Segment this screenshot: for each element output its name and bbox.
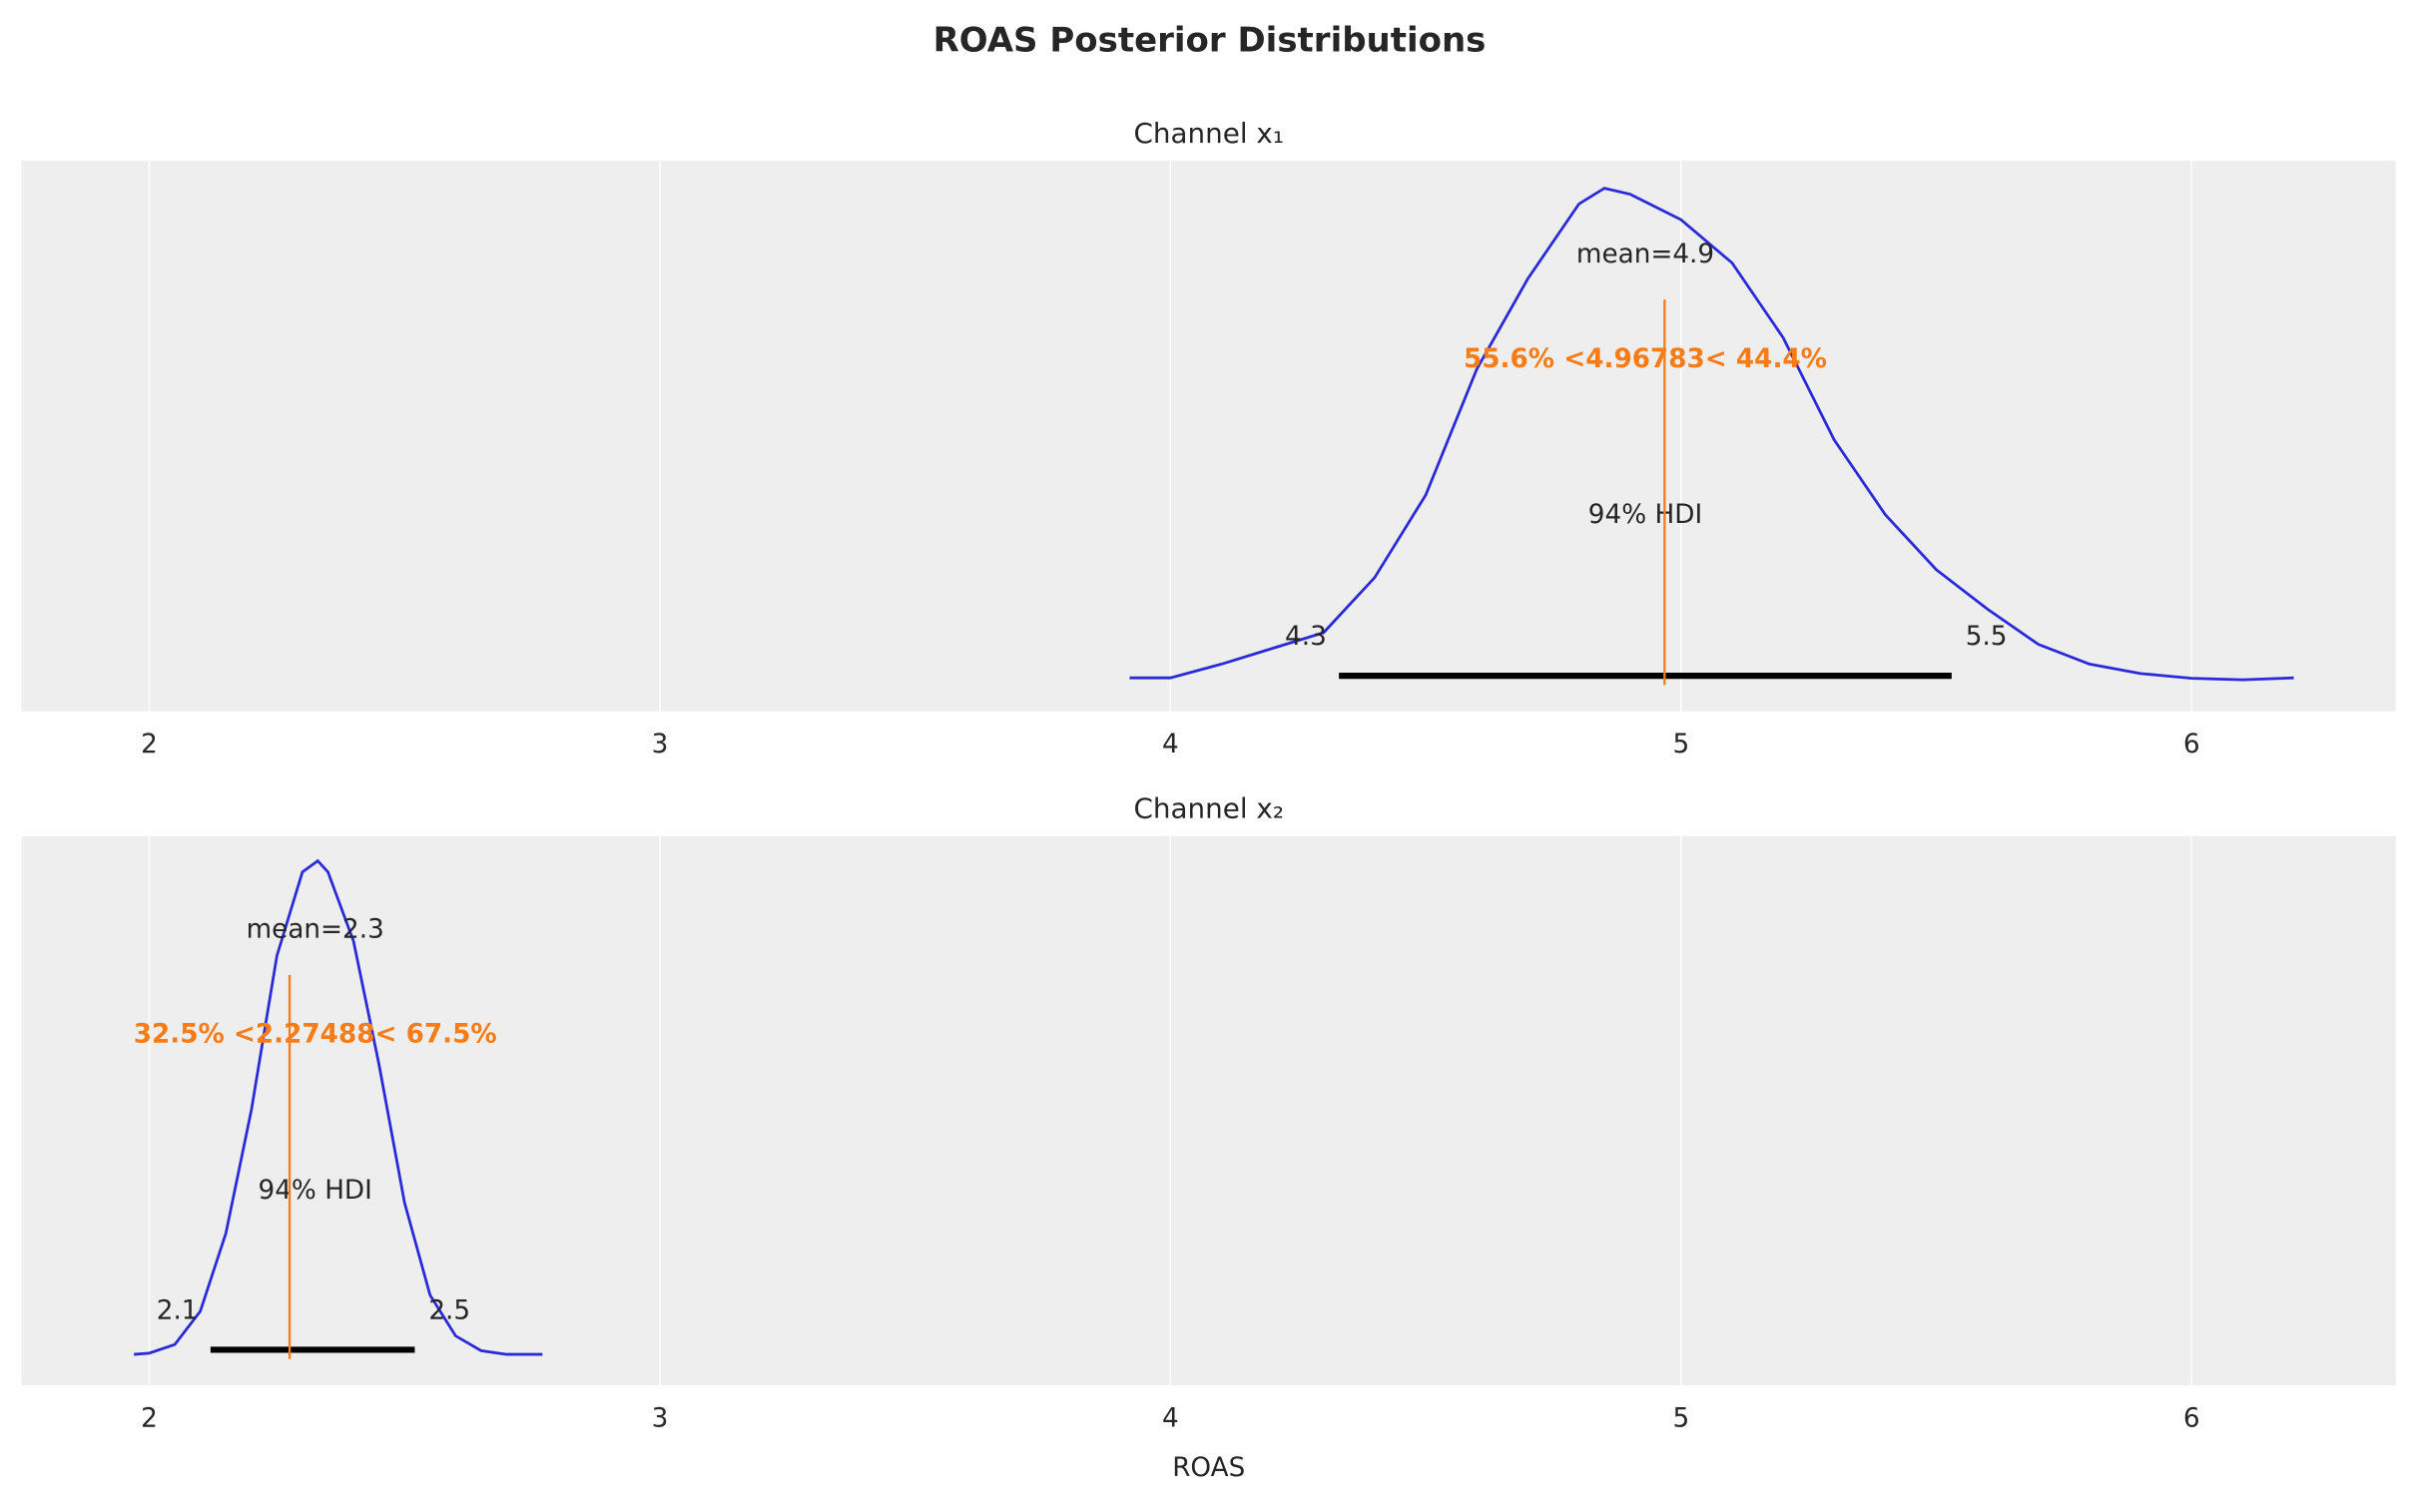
density-line: [134, 858, 543, 1356]
x-axis-label: ROAS: [1172, 1453, 1245, 1483]
x-tick-label: 6: [2183, 1403, 2200, 1433]
x-tick-label: 6: [2183, 730, 2200, 759]
figure-title: ROAS Posterior Distributions: [933, 21, 1487, 61]
hdi-upper-label: 5.5: [1966, 622, 2008, 652]
x-tick-label: 4: [1162, 730, 1179, 759]
panel-title: Channel x₂: [1133, 792, 1284, 825]
x-tick-label: 2: [141, 1403, 158, 1433]
plot-area: [21, 161, 2396, 712]
x-tick-label: 3: [652, 730, 669, 759]
hdi-prob-label: 94% HDI: [259, 1176, 372, 1206]
hdi-upper-label: 2.5: [428, 1295, 470, 1325]
mean-label: mean=2.3: [247, 915, 384, 945]
x-tick-label: 5: [1672, 1403, 1689, 1433]
x-tick-label: 5: [1672, 730, 1689, 759]
x-tick-label: 4: [1162, 1403, 1179, 1433]
plot-area: [21, 835, 2396, 1385]
x-tick-label: 2: [141, 730, 158, 759]
panel-title: Channel x₁: [1133, 117, 1284, 150]
hdi-lower-label: 2.1: [157, 1295, 199, 1325]
hdi-prob-label: 94% HDI: [1588, 500, 1702, 530]
x-tick-label: 3: [652, 1403, 669, 1433]
ref-label: 32.5% <2.27488< 67.5%: [134, 1020, 497, 1050]
ref-label: 55.6% <4.96783< 44.4%: [1464, 344, 1827, 374]
hdi-lower-label: 4.3: [1285, 622, 1327, 652]
density-line: [1129, 187, 2294, 682]
mean-label: mean=4.9: [1576, 240, 1714, 269]
